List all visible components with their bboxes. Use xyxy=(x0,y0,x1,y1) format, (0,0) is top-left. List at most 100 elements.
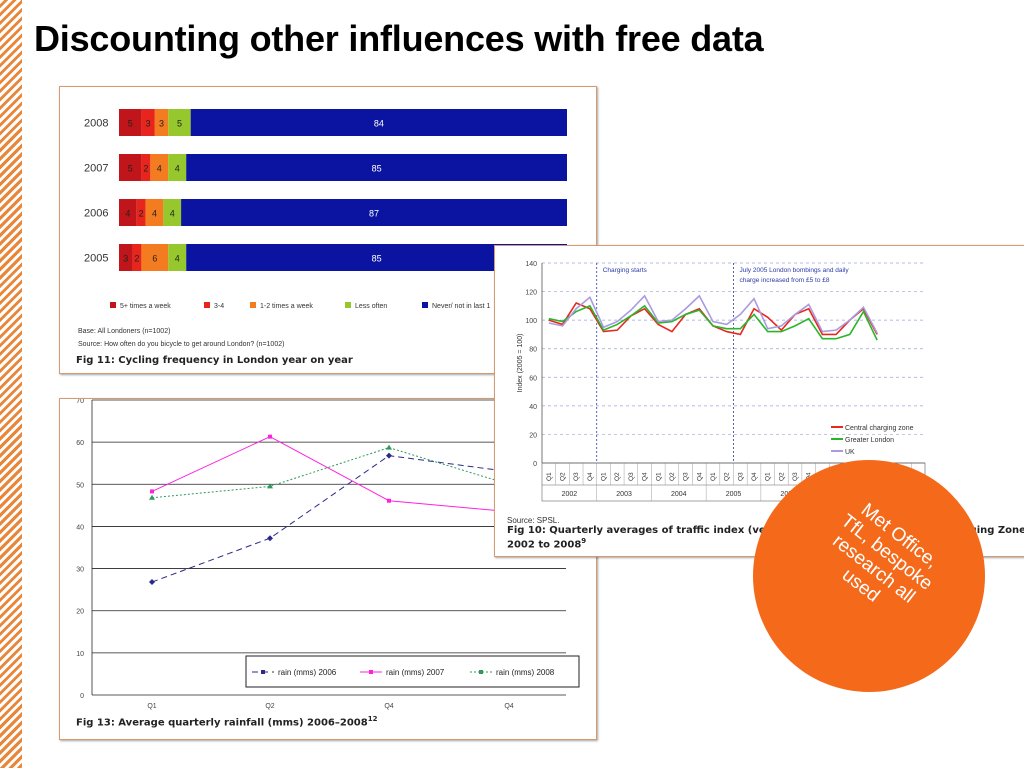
rain-legend-box xyxy=(245,655,580,688)
year-label-2005: 2005 xyxy=(84,253,108,265)
traffic-year-2003: 2003 xyxy=(616,491,632,498)
rain-ytick-30: 30 xyxy=(76,567,84,574)
cycling-source-note: Source: How often do you bicycle to get … xyxy=(78,341,285,348)
traffic-caption-line2-text: 2002 to 2008 xyxy=(507,539,582,551)
rain-series-line-0 xyxy=(151,455,510,583)
year-label-2007: 2007 xyxy=(84,163,108,175)
bar-2006-series-1 xyxy=(136,199,146,226)
rain-ytick-50: 50 xyxy=(76,482,84,489)
bar-2005-series-3 xyxy=(168,244,187,271)
traffic-quarter-3: Q4 xyxy=(587,472,594,481)
traffic-source: Source: SPSL. xyxy=(507,516,560,525)
traffic-ytick-60: 60 xyxy=(529,375,537,382)
traffic-series-line-0 xyxy=(548,302,878,336)
traffic-series-line-2 xyxy=(548,294,878,334)
bar-2005-series-2 xyxy=(141,244,169,271)
rain-xtick-0: Q1 xyxy=(147,703,156,710)
rainfall-chart: 0 10 20 30 40 50 60 70 Q1 Q2 Q4 Q4 rain (mms) 2006 ra… xyxy=(76,399,580,710)
bar-label-2008-series-0: 5 xyxy=(128,119,133,129)
rain-ytick-70: 70 xyxy=(76,399,84,405)
traffic-quarter-16: Q1 xyxy=(765,472,772,481)
bar-label-2005-series-4: 85 xyxy=(372,254,382,264)
bar-label-2006-series-0: 4 xyxy=(125,209,130,219)
rain-legend-label-0: rain (mms) 2006 xyxy=(278,668,337,677)
traffic-year-2005: 2005 xyxy=(726,491,742,498)
cycling-base-note: Base: All Londoners (n=1002) xyxy=(78,328,171,335)
rain-point-2-1 xyxy=(267,483,273,489)
rain-point-1-1 xyxy=(268,434,272,439)
rain-series-line-1 xyxy=(151,436,510,513)
traffic-quarter-18: Q3 xyxy=(792,472,799,481)
rain-ytick-60: 60 xyxy=(76,440,84,447)
traffic-series-line-1 xyxy=(548,304,878,341)
legend-swatch-2 xyxy=(250,302,256,308)
traffic-ytick-140: 140 xyxy=(525,261,537,268)
traffic-caption-line2: 2002 to 20089 xyxy=(507,537,586,550)
traffic-legend-label-1: Greater London xyxy=(845,437,894,444)
callout-circle xyxy=(753,460,985,692)
rain-xtick-3: Q4 xyxy=(504,703,513,710)
traffic-quarter-12: Q1 xyxy=(710,472,717,481)
traffic-quarter-8: Q1 xyxy=(655,472,662,481)
traffic-quarter-17: Q2 xyxy=(778,472,785,481)
traffic-quarter-13: Q2 xyxy=(724,472,731,481)
legend-swatch-4 xyxy=(422,302,428,308)
bar-2007-series-2 xyxy=(150,154,169,181)
year-label-2008: 2008 xyxy=(84,118,108,130)
bar-2006-series-4 xyxy=(181,199,567,226)
rain-xtick-1: Q2 xyxy=(265,703,274,710)
traffic-legend-label-2: UK xyxy=(845,449,855,456)
legend-label-0: 5+ times a week xyxy=(120,303,171,310)
rain-legend-label-1: rain (mms) 2007 xyxy=(386,668,445,677)
traffic-quarter-14: Q3 xyxy=(737,472,744,481)
bar-2007-series-1 xyxy=(141,154,151,181)
traffic-quarter-2: Q3 xyxy=(573,472,580,481)
traffic-quarter-15: Q4 xyxy=(751,472,758,481)
bar-2008-series-0 xyxy=(119,109,142,136)
bar-label-2007-series-0: 5 xyxy=(128,164,133,174)
rain-point-0-1 xyxy=(267,535,273,542)
rain-point-0-0 xyxy=(149,579,155,586)
slide-title: Discounting other influences with free d… xyxy=(34,18,764,59)
bar-label-2008-series-4: 84 xyxy=(374,119,384,129)
bar-label-2008-series-2: 3 xyxy=(159,119,164,129)
traffic-ytick-80: 80 xyxy=(529,347,537,354)
traffic-legend-label-0: Central charging zone xyxy=(845,425,914,432)
legend-label-2: 1-2 times a week xyxy=(260,303,313,310)
legend-swatch-0 xyxy=(110,302,116,308)
legend-swatch-3 xyxy=(345,302,351,308)
traffic-quarter-0: Q1 xyxy=(546,472,553,481)
rain-point-1-0 xyxy=(150,489,154,494)
traffic-ytick-100: 100 xyxy=(525,318,537,325)
traffic-quarter-6: Q3 xyxy=(628,472,635,481)
bar-label-2007-series-3: 4 xyxy=(175,164,180,174)
year-label-2006: 2006 xyxy=(84,208,108,220)
bar-label-2006-series-1: 2 xyxy=(139,209,144,219)
traffic-quarter-1: Q2 xyxy=(560,472,567,481)
rain-point-2-0 xyxy=(149,494,155,500)
legend-label-1: 3-4 xyxy=(214,303,224,310)
traffic-ytick-120: 120 xyxy=(525,290,537,297)
bar-2005-series-1 xyxy=(132,244,142,271)
bar-2005-series-0 xyxy=(119,244,133,271)
rainfall-caption: Fig 13: Average quarterly rainfall (mms)… xyxy=(76,715,377,728)
traffic-quarter-5: Q2 xyxy=(614,472,621,481)
bar-2008-series-4 xyxy=(190,109,567,136)
bar-2006-series-2 xyxy=(145,199,164,226)
rain-legend-marker-2 xyxy=(479,670,483,674)
traffic-annotation-bombings-line2: charge increased from £5 to £8 xyxy=(740,277,830,284)
legend-label-3: Less often xyxy=(355,303,387,310)
rain-point-2-2 xyxy=(386,444,392,450)
traffic-quarter-9: Q2 xyxy=(669,472,676,481)
cycling-caption: Fig 11: Cycling frequency in London year… xyxy=(76,355,353,366)
bar-label-2005-series-2: 6 xyxy=(152,254,157,264)
traffic-annotation-charging-starts: Charging starts xyxy=(603,267,648,274)
bar-label-2005-series-0: 3 xyxy=(123,254,128,264)
bar-label-2006-series-3: 4 xyxy=(170,209,175,219)
rain-ytick-40: 40 xyxy=(76,524,84,531)
rain-ytick-10: 10 xyxy=(76,651,84,658)
rain-point-0-2 xyxy=(386,452,392,459)
traffic-year-2004: 2004 xyxy=(671,491,687,498)
rain-point-1-2 xyxy=(387,498,391,503)
